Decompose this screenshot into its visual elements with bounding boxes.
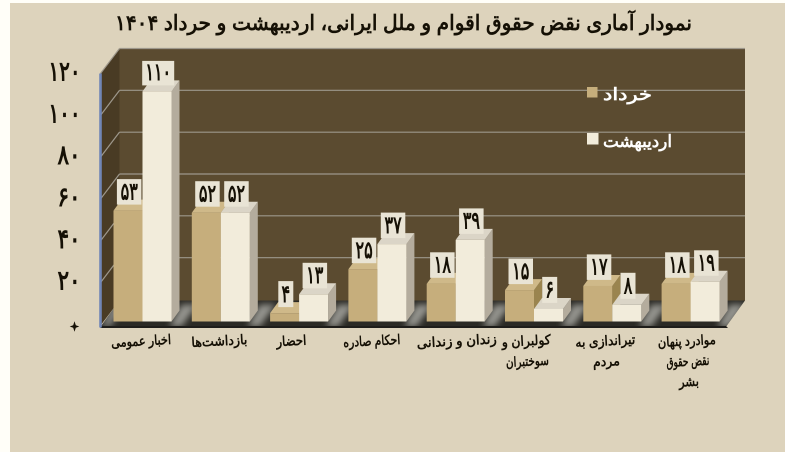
svg-text:اردیبهشت: اردیبهشت	[603, 132, 672, 152]
svg-text:تیراندازی به: تیراندازی به	[575, 332, 636, 351]
svg-text:نمودار آماری نقض حقوق اقوام و: نمودار آماری نقض حقوق اقوام و ملل ایرانی…	[115, 9, 692, 36]
svg-text:۸: ۸	[623, 274, 632, 300]
svg-text:خرداد: خرداد	[603, 85, 652, 105]
svg-text:۶: ۶	[545, 278, 554, 304]
svg-text:۶۰: ۶۰	[58, 182, 81, 212]
svg-text:۱۸: ۱۸	[669, 253, 686, 279]
svg-text:۱۱۰: ۱۱۰	[145, 60, 171, 86]
svg-text:۴۰: ۴۰	[58, 223, 81, 253]
svg-text:۳۷: ۳۷	[385, 213, 402, 239]
svg-text:کولبران و: کولبران و	[500, 332, 551, 351]
svg-text:بازداشت‌ها: بازداشت‌ها	[191, 332, 248, 351]
svg-text:زندان و زندانی: زندان و زندانی	[416, 331, 497, 351]
svg-text:۱۰۰: ۱۰۰	[49, 98, 81, 128]
svg-text:۲۰: ۲۰	[58, 265, 81, 295]
svg-text:اخبار عمومی: اخبار عمومی	[111, 332, 172, 351]
svg-text:۱۲۰: ۱۲۰	[49, 56, 81, 86]
svg-text:نقض حقوق: نقض حقوق	[666, 353, 710, 371]
svg-text:۵۳: ۵۳	[121, 179, 138, 205]
svg-text:مردم: مردم	[592, 353, 620, 370]
svg-text:۱۷: ۱۷	[590, 255, 607, 281]
svg-text:۱۵: ۱۵	[512, 259, 529, 285]
svg-text:۴: ۴	[282, 282, 291, 308]
svg-text:۲۵: ۲۵	[356, 238, 373, 264]
svg-text:۵۲: ۵۲	[199, 181, 216, 207]
svg-text:احکام صادره: احکام صادره	[343, 332, 401, 351]
svg-text:موادرد پنهان: موادرد پنهان	[657, 332, 716, 351]
svg-text:۳۹: ۳۹	[463, 209, 480, 235]
svg-text:۸۰: ۸۰	[57, 140, 81, 170]
svg-text:۱۳: ۱۳	[306, 263, 323, 289]
svg-text:۱۸: ۱۸	[434, 253, 451, 279]
svg-text:۵۲: ۵۲	[228, 181, 245, 207]
svg-text:۱۹: ۱۹	[698, 251, 715, 277]
svg-text:بشر: بشر	[678, 374, 700, 391]
svg-text:احضار: احضار	[275, 333, 307, 351]
svg-text:سوختبران: سوختبران	[505, 353, 549, 371]
